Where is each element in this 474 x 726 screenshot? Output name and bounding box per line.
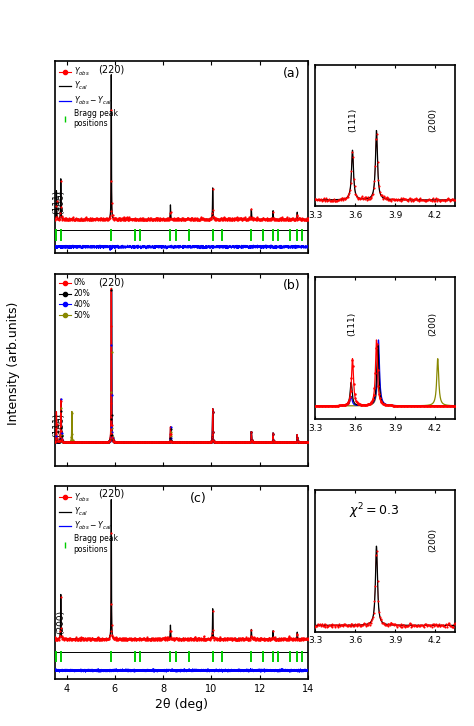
Text: (220): (220)	[98, 64, 124, 74]
X-axis label: 2θ (deg): 2θ (deg)	[155, 698, 208, 711]
Text: $\chi^2=0.3$: $\chi^2=0.3$	[348, 502, 399, 521]
Text: (200): (200)	[56, 412, 65, 437]
Text: Intensity (arb.units): Intensity (arb.units)	[7, 301, 20, 425]
Legend: $Y_{obs}$, $Y_{cal}$, $Y_{obs}-Y_{cal}$, Bragg peak
positions: $Y_{obs}$, $Y_{cal}$, $Y_{obs}-Y_{cal}$,…	[58, 65, 118, 129]
Text: (200): (200)	[56, 190, 65, 214]
Text: (111): (111)	[347, 312, 356, 336]
Text: (a): (a)	[283, 67, 301, 80]
Text: (200): (200)	[56, 610, 65, 635]
Text: (c): (c)	[190, 492, 207, 505]
Text: (111): (111)	[52, 190, 61, 214]
Text: (111): (111)	[348, 107, 357, 131]
Text: (200): (200)	[428, 312, 437, 336]
Legend: 0%, 20%, 40%, 50%: 0%, 20%, 40%, 50%	[58, 277, 91, 321]
Text: (111): (111)	[52, 412, 61, 437]
Text: (220): (220)	[98, 277, 124, 287]
Text: (b): (b)	[283, 280, 301, 293]
Text: (200): (200)	[428, 528, 437, 552]
Text: (220): (220)	[98, 489, 124, 499]
Text: (200): (200)	[428, 107, 437, 131]
Legend: $Y_{obs}$, $Y_{cal}$, $Y_{obs}-Y_{cal}$, Bragg peak
positions: $Y_{obs}$, $Y_{cal}$, $Y_{obs}-Y_{cal}$,…	[58, 490, 118, 555]
